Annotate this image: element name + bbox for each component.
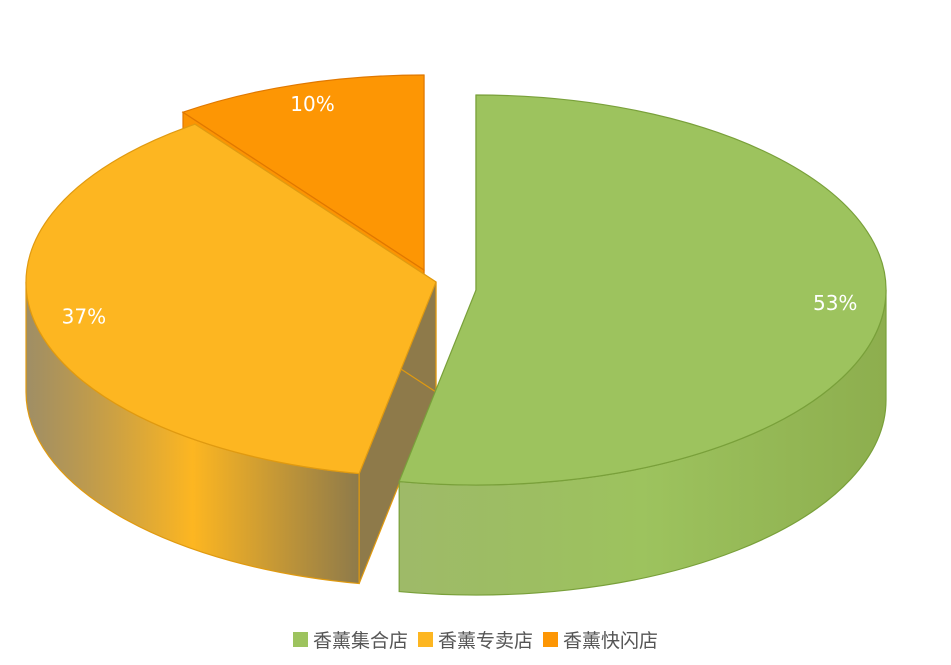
- legend-item-specialty-store: 香薰专卖店: [417, 626, 533, 653]
- pie-slice-specialty-store: [25, 123, 437, 585]
- data-label-specialty-store: 37%: [62, 304, 106, 328]
- legend-swatch-collection-store: [292, 632, 308, 647]
- legend-item-collection-store: 香薰集合店: [292, 626, 408, 653]
- data-label-collection-store: 53%: [813, 291, 857, 315]
- pie-chart-svg: 10% 37% 53%: [25, 74, 887, 596]
- pie-slice-collection-store: [398, 94, 887, 596]
- legend-label-specialty-store: 香薰专卖店: [437, 630, 533, 652]
- data-label-popup-store: 10%: [290, 92, 334, 116]
- legend-label-collection-store: 香薰集合店: [312, 630, 408, 652]
- chart-legend: 香薰集合店 香薰专卖店 香薰快闪店: [0, 626, 951, 653]
- legend-item-popup-store: 香薰快闪店: [543, 626, 658, 653]
- legend-swatch-popup-store: [543, 632, 558, 647]
- legend-label-popup-store: 香薰快闪店: [563, 630, 659, 652]
- legend-swatch-specialty-store: [417, 632, 433, 647]
